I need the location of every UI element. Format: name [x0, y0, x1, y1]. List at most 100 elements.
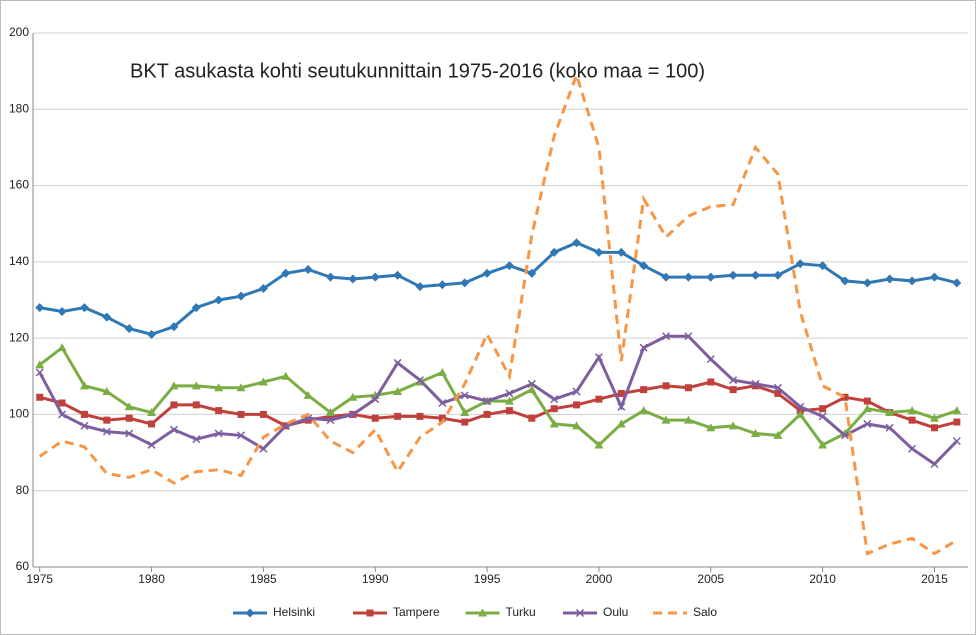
- line: [38, 70, 958, 556]
- marker: [573, 401, 581, 409]
- marker: [437, 367, 447, 376]
- marker: [930, 459, 939, 469]
- legend-label: Tampere: [393, 605, 440, 619]
- marker: [236, 431, 246, 440]
- marker: [393, 358, 402, 367]
- marker: [819, 405, 827, 413]
- marker: [80, 410, 88, 418]
- marker: [504, 396, 514, 405]
- marker: [147, 408, 157, 417]
- legend-marker: [245, 608, 255, 618]
- marker: [371, 395, 380, 404]
- marker: [214, 295, 224, 305]
- marker: [550, 395, 559, 404]
- marker: [952, 278, 962, 288]
- x-tick-label: 2015: [921, 572, 948, 586]
- legend-marker: [478, 608, 487, 617]
- marker: [706, 355, 715, 364]
- marker: [953, 418, 961, 426]
- marker: [662, 382, 670, 390]
- marker: [102, 427, 111, 436]
- marker: [36, 393, 44, 401]
- legend-item: Tampere: [353, 605, 440, 619]
- marker: [303, 390, 313, 399]
- marker: [863, 419, 872, 428]
- marker: [773, 270, 783, 280]
- y-tick-label: 140: [9, 254, 29, 268]
- marker: [640, 386, 648, 394]
- marker: [348, 274, 358, 284]
- marker: [505, 407, 513, 415]
- marker: [393, 387, 403, 396]
- marker: [795, 259, 805, 269]
- marker: [393, 270, 403, 280]
- marker: [371, 414, 379, 422]
- marker: [908, 416, 916, 424]
- line: [39, 380, 958, 430]
- marker: [706, 272, 716, 282]
- marker: [148, 420, 156, 428]
- y-tick-label: 200: [9, 25, 29, 39]
- marker: [572, 387, 581, 396]
- marker: [773, 430, 783, 439]
- marker: [549, 419, 559, 428]
- marker: [773, 383, 782, 392]
- marker: [796, 402, 805, 411]
- marker: [908, 444, 917, 453]
- marker: [707, 378, 715, 386]
- marker: [549, 247, 559, 257]
- marker: [57, 343, 67, 352]
- marker: [102, 312, 112, 322]
- marker: [706, 423, 716, 432]
- marker: [818, 412, 827, 421]
- marker: [595, 395, 603, 403]
- marker: [237, 410, 245, 418]
- marker: [461, 418, 469, 426]
- marker: [304, 416, 312, 424]
- marker: [728, 270, 738, 280]
- marker: [639, 261, 649, 271]
- marker: [438, 398, 447, 408]
- marker: [102, 387, 112, 396]
- marker: [259, 444, 268, 453]
- marker: [504, 261, 514, 271]
- marker: [774, 389, 782, 397]
- x-tick-label: 2010: [809, 572, 836, 586]
- marker: [258, 284, 268, 294]
- series: [38, 70, 958, 556]
- marker: [907, 276, 917, 286]
- x-tick-label: 1990: [362, 572, 389, 586]
- marker: [79, 381, 89, 390]
- marker: [147, 329, 157, 339]
- marker: [483, 410, 491, 418]
- marker: [460, 408, 470, 417]
- marker: [370, 272, 380, 282]
- x-tick-label: 1980: [138, 572, 165, 586]
- marker: [885, 408, 895, 417]
- marker: [214, 383, 224, 392]
- marker: [303, 264, 313, 274]
- marker: [639, 343, 648, 352]
- marker: [617, 402, 626, 411]
- marker: [482, 268, 492, 278]
- x-tick-label: 1995: [474, 572, 501, 586]
- marker: [35, 368, 44, 377]
- marker: [460, 391, 469, 400]
- marker: [348, 392, 358, 401]
- marker: [907, 406, 917, 415]
- series: [35, 238, 962, 339]
- series: [35, 332, 961, 469]
- marker: [594, 440, 604, 449]
- marker: [505, 389, 514, 398]
- marker: [79, 303, 89, 313]
- marker: [885, 274, 895, 284]
- marker: [729, 386, 737, 394]
- y-tick-label: 120: [9, 330, 29, 344]
- marker: [683, 272, 693, 282]
- y-tick-label: 60: [16, 559, 30, 573]
- marker: [572, 421, 582, 430]
- marker: [929, 413, 939, 422]
- marker: [169, 322, 179, 332]
- marker: [394, 412, 402, 420]
